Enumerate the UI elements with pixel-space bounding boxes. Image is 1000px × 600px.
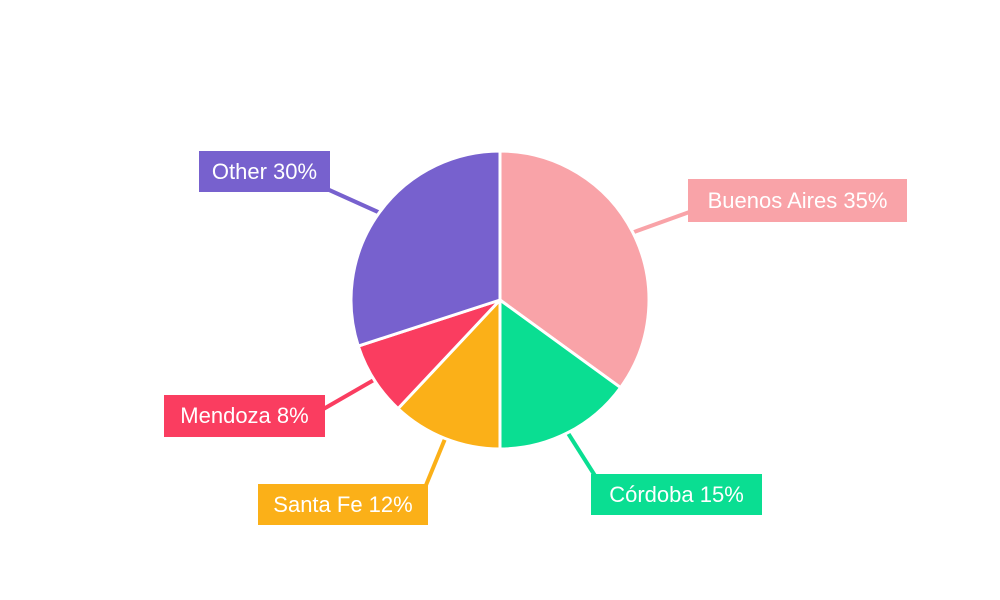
leader-line-mendoza <box>319 377 377 413</box>
pie-slice-cordoba[interactable] <box>498 298 623 451</box>
pie-label-santa-fe[interactable]: Santa Fe 12% <box>258 484 428 525</box>
leader-line-buenos-aires <box>631 208 696 235</box>
pie-label-other[interactable]: Other 30% <box>199 151 330 192</box>
pie-slice-santa-fe[interactable] <box>396 298 502 451</box>
leader-line-cordoba <box>565 430 601 484</box>
pie-label-mendoza[interactable]: Mendoza 8% <box>164 395 325 437</box>
leader-line-other <box>326 187 382 215</box>
pie-slice-buenos-aires[interactable] <box>498 149 651 390</box>
pie-label-cordoba[interactable]: Córdoba 15% <box>591 474 762 515</box>
pie-label-buenos-aires[interactable]: Buenos Aires 35% <box>688 179 907 222</box>
leader-line-santa-fe <box>422 436 448 491</box>
pie-slice-other[interactable] <box>349 149 502 348</box>
